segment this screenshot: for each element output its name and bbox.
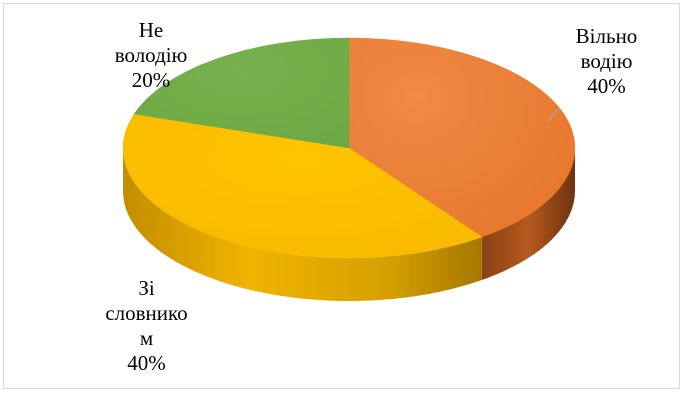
slice-label-line: словнико	[105, 301, 188, 325]
pie-slice-side	[123, 148, 482, 301]
pie-side-walls	[123, 148, 575, 301]
slice-value-label: 40%	[587, 74, 626, 98]
slice-label-ne-volodiyu: Не володію 20%	[101, 18, 201, 93]
pie-slice	[122, 113, 483, 259]
slice-label-line: Вільно	[575, 24, 638, 48]
slice-label-zi-slovnykom: Зі словнико м 40%	[99, 276, 194, 376]
slice-label-vilno: Вільно водію 40%	[559, 24, 654, 99]
slice-value-label: 20%	[131, 68, 171, 92]
slice-label-line: Не	[138, 18, 164, 42]
chart-area: Вільно водію 40% Зі словнико м 40% Не во…	[3, 3, 680, 389]
slice-label-line: м	[139, 326, 154, 350]
leader-line	[548, 109, 562, 122]
pie-top-faces	[122, 37, 576, 259]
slice-label-line: Зі	[138, 276, 155, 300]
pie-slice	[133, 37, 350, 149]
pie-slice	[348, 37, 576, 238]
pie-chart	[122, 37, 576, 301]
slice-label-line: володію	[114, 43, 188, 67]
slice-value-label: 40%	[127, 351, 166, 375]
slice-label-line: водію	[580, 49, 633, 73]
pie-slice-side	[481, 148, 575, 280]
